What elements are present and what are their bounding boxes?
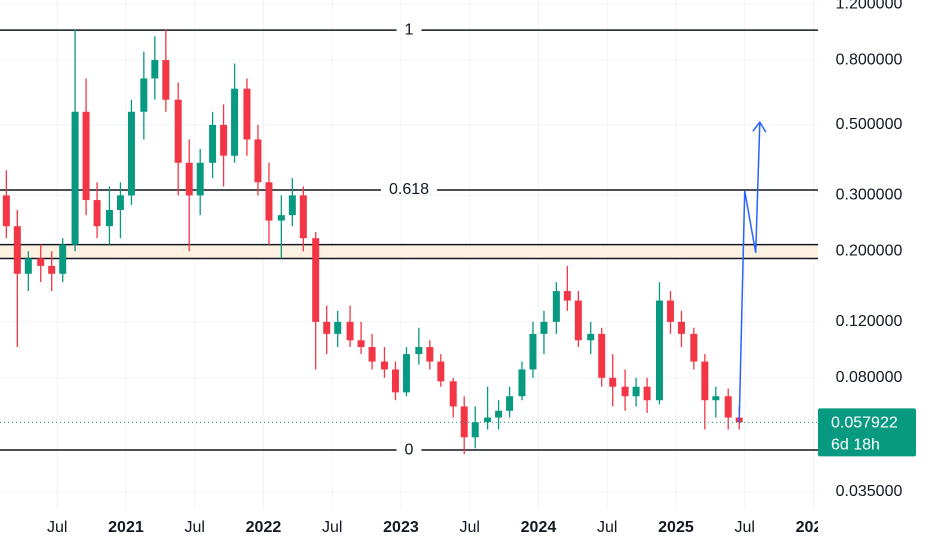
candle-body	[127, 111, 135, 196]
candle-body	[677, 321, 685, 334]
price-badge-countdown: 6d 18h	[831, 437, 880, 454]
candle-body	[105, 209, 113, 227]
candle-body	[506, 396, 514, 411]
candle-body	[209, 124, 217, 163]
candle-body	[185, 162, 193, 196]
candle-body	[587, 333, 595, 341]
y-tick-label: 0.035000	[836, 483, 903, 500]
price-badge	[818, 408, 916, 457]
x-tick-label: Jul	[597, 519, 617, 536]
candle-body	[460, 406, 468, 438]
candle-body	[415, 347, 423, 355]
candle-body	[724, 396, 732, 418]
x-tick-label: 2024	[521, 519, 557, 536]
zone	[0, 244, 818, 259]
candle-body	[357, 340, 365, 348]
candle-body	[540, 321, 548, 334]
candle-body	[391, 369, 399, 393]
candle-body	[243, 88, 251, 140]
candle-body	[13, 226, 21, 274]
x-tick-label: Jul	[47, 519, 67, 536]
candle-body	[265, 182, 273, 221]
x-tick-label: Jul	[184, 519, 204, 536]
fib-label-bg	[396, 447, 422, 454]
price-axis	[818, 0, 932, 550]
x-tick-label: 2021	[108, 519, 144, 536]
candle-body	[437, 361, 445, 382]
candle-body	[48, 265, 56, 274]
candle-body	[574, 300, 582, 341]
candle-body	[609, 377, 617, 387]
candle-body	[380, 361, 388, 370]
candle-body	[621, 386, 629, 397]
fib-label: 0.618	[389, 181, 429, 198]
fib-label-bg	[380, 186, 438, 193]
x-tick-label: 2022	[246, 519, 282, 536]
y-tick-label: 0.300000	[836, 187, 903, 204]
candle-body	[299, 195, 307, 239]
y-tick-label: 0.500000	[836, 116, 903, 133]
candle-body	[116, 195, 124, 210]
candle-body	[2, 195, 10, 227]
candle-body	[93, 200, 101, 227]
x-tick-label: Jul	[459, 519, 479, 536]
projection-arrowhead	[752, 120, 767, 133]
candle-body	[529, 333, 537, 370]
candle-body	[162, 60, 170, 100]
candle-body	[701, 361, 709, 401]
price-badge-value: 0.057922	[831, 415, 898, 432]
fib-label: 0	[405, 441, 414, 458]
x-tick-label: Jul	[734, 519, 754, 536]
y-tick-label: 0.800000	[836, 51, 903, 68]
candle-body	[368, 347, 376, 362]
candle-body	[632, 386, 640, 397]
candle-body	[402, 354, 410, 393]
candle-body	[220, 124, 228, 156]
x-tick-label: Jul	[322, 519, 342, 536]
y-tick-label: 0.080000	[836, 369, 903, 386]
candle-body	[518, 369, 526, 397]
candle-body	[666, 300, 674, 322]
candle-body	[643, 386, 651, 401]
candle-body	[312, 238, 320, 322]
candle-body	[471, 422, 479, 438]
y-tick-label: 1.200000	[836, 0, 903, 12]
candle-body	[495, 410, 503, 418]
candle-body	[231, 88, 239, 156]
candle-body	[277, 215, 285, 221]
candle-body	[174, 99, 182, 163]
candle-body	[334, 321, 342, 334]
candle-body	[59, 244, 67, 274]
candle-body	[426, 347, 434, 362]
candle-body	[655, 300, 663, 401]
candle-body	[449, 381, 457, 407]
candle-body	[24, 258, 32, 274]
fib-label-bg	[396, 27, 422, 34]
candle-body	[484, 417, 492, 423]
y-tick-label: 0.200000	[836, 243, 903, 260]
candle-body	[71, 111, 79, 245]
candle-body	[323, 321, 331, 334]
candle-body	[37, 258, 45, 266]
fib-label: 1	[405, 21, 414, 38]
candle-body	[712, 396, 720, 401]
candle-body	[140, 78, 148, 112]
candle-body	[346, 321, 354, 341]
x-tick-label: 2023	[383, 519, 419, 536]
x-tick-label: 2025	[658, 519, 694, 536]
candle-body	[82, 111, 90, 201]
projection	[738, 122, 761, 423]
candle-body	[563, 291, 571, 301]
candle-body	[288, 195, 296, 216]
candle-body	[552, 291, 560, 322]
y-tick-label: 0.120000	[836, 313, 903, 330]
candle-body	[690, 333, 698, 362]
candle-body	[196, 162, 204, 196]
candle-body	[151, 60, 159, 79]
candle-body	[254, 139, 262, 183]
candle-body	[598, 333, 606, 378]
